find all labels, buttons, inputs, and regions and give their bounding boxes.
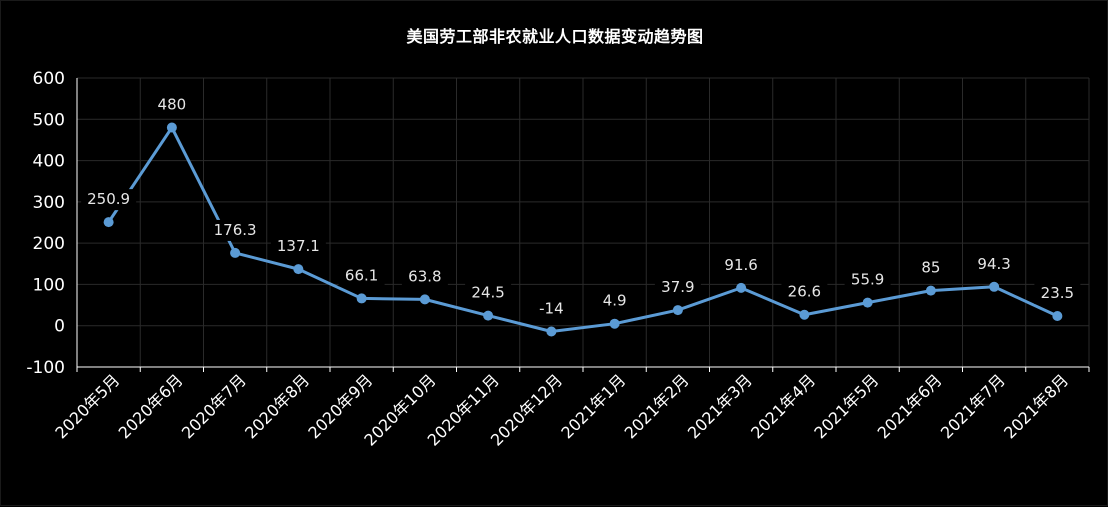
x-tick-label: 2020年8月 <box>241 370 313 442</box>
y-tick-label: 500 <box>33 110 65 130</box>
data-point-marker <box>293 264 304 275</box>
data-label: 94.3 <box>977 255 1010 273</box>
data-label-background <box>654 277 701 299</box>
data-label-background <box>718 254 765 276</box>
data-label: -14 <box>539 299 564 317</box>
data-label-background <box>844 269 891 291</box>
x-tick-label: 2021年2月 <box>621 370 693 442</box>
data-point-marker <box>989 281 1000 292</box>
data-point-marker <box>103 217 114 228</box>
data-label-background <box>207 219 263 241</box>
data-point-marker <box>483 310 494 321</box>
x-tick-label: 2020年6月 <box>115 370 187 442</box>
data-label: 23.5 <box>1041 284 1074 302</box>
x-tick-label: 2021年8月 <box>1000 370 1072 442</box>
y-tick-label: 300 <box>33 193 65 213</box>
y-tick-label: 400 <box>33 152 65 172</box>
y-tick-label: 200 <box>33 234 65 254</box>
data-label-background <box>153 94 191 116</box>
data-point-marker <box>230 247 241 258</box>
data-point-marker <box>166 122 177 133</box>
chart-title: 美国劳工部非农就业人口数据变动趋势图 <box>406 27 704 46</box>
x-tick-label: 2021年3月 <box>684 370 756 442</box>
data-label-background <box>81 189 137 211</box>
data-label-background <box>596 290 634 312</box>
x-tick-label: 2021年1月 <box>557 370 629 442</box>
x-tick-label: 2020年7月 <box>178 370 250 442</box>
data-point-marker <box>356 293 367 304</box>
data-label-background <box>401 266 448 288</box>
data-label-background <box>270 236 326 258</box>
data-label-background <box>465 282 512 304</box>
data-label: 55.9 <box>851 271 884 289</box>
data-label: 480 <box>158 96 187 114</box>
data-label: 26.6 <box>788 283 821 301</box>
data-label: 176.3 <box>214 221 257 239</box>
data-label-background <box>916 257 945 279</box>
data-label: 24.5 <box>471 284 504 302</box>
data-label: 85 <box>921 259 940 277</box>
y-tick-label: -100 <box>26 358 65 378</box>
data-point-marker <box>862 297 873 308</box>
data-label: 250.9 <box>87 190 130 208</box>
data-label: 37.9 <box>661 278 694 296</box>
data-point-marker <box>925 285 936 296</box>
series-line <box>107 126 1059 333</box>
y-tick-label: 100 <box>33 275 65 295</box>
data-label-background <box>971 253 1018 275</box>
data-label-background <box>338 265 385 287</box>
data-label-background <box>1034 283 1081 305</box>
x-tick-label: 2020年5月 <box>51 370 123 442</box>
data-label: 137.1 <box>277 237 320 255</box>
y-tick-label: 0 <box>54 317 65 337</box>
data-label: 4.9 <box>603 292 627 310</box>
data-point-marker <box>736 282 747 293</box>
data-label: 91.6 <box>724 256 757 274</box>
data-label-background <box>781 281 828 303</box>
data-label: 63.8 <box>408 267 441 285</box>
y-tick-label: 600 <box>33 69 65 89</box>
x-tick-label: 2021年7月 <box>937 370 1009 442</box>
data-point-marker <box>609 318 620 329</box>
data-label-background <box>532 298 570 320</box>
data-label: 66.1 <box>345 266 378 284</box>
x-tick-label: 2021年4月 <box>747 370 819 442</box>
x-tick-label: 2021年5月 <box>810 370 882 442</box>
data-point-marker <box>546 326 557 337</box>
data-point-marker <box>1052 311 1063 322</box>
data-point-marker <box>799 309 810 320</box>
data-point-marker <box>672 305 683 316</box>
x-tick-label: 2021年6月 <box>874 370 946 442</box>
data-point-marker <box>419 294 430 305</box>
